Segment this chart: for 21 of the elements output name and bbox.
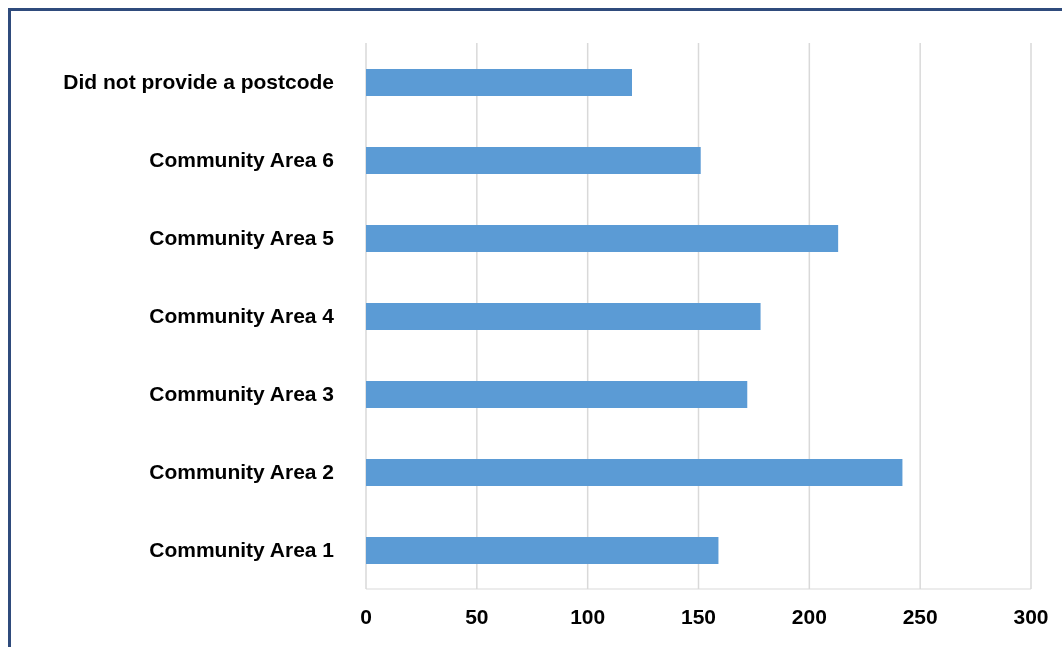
- bar: [366, 381, 748, 408]
- y-tick-label: Community Area 3: [149, 382, 334, 406]
- bar: [366, 537, 719, 564]
- x-tick-label: 0: [360, 604, 372, 628]
- x-tick-label: 50: [465, 604, 489, 628]
- x-tick-label: 300: [1013, 604, 1049, 628]
- x-tick-label: 250: [902, 604, 938, 628]
- bar: [366, 459, 903, 486]
- bar: [366, 69, 632, 96]
- y-tick-label: Community Area 2: [149, 460, 334, 484]
- y-tick-label: Community Area 5: [149, 226, 335, 250]
- x-tick-label: 100: [570, 604, 606, 628]
- y-tick-label: Community Area 6: [149, 148, 334, 172]
- x-tick-label: 150: [680, 604, 717, 628]
- bar: [366, 225, 839, 252]
- bar: [366, 147, 701, 174]
- x-tick-label: 200: [791, 604, 827, 628]
- y-tick-label: Did not provide a postcode: [63, 70, 334, 94]
- y-tick-label: Community Area 1: [149, 538, 335, 562]
- y-tick-label: Community Area 4: [149, 304, 335, 328]
- bar: [366, 303, 761, 330]
